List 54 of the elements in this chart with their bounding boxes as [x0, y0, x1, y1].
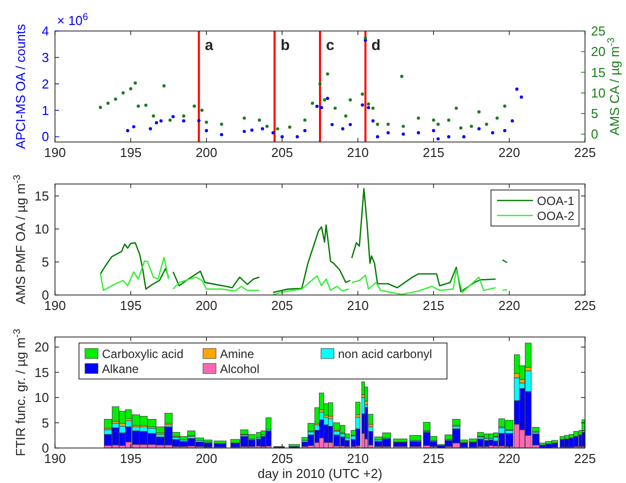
x-tick-label: 195 [120, 298, 142, 313]
legend-label: OOA-1 [537, 194, 575, 208]
y-tick-label: 5 [42, 254, 49, 270]
x-tick-label: 215 [422, 298, 444, 313]
y-tick-label: 10 [34, 221, 49, 236]
x-tick-label: 225 [574, 298, 596, 313]
y-tick-label: 2 [42, 76, 49, 92]
legend-label: OOA-2 [537, 209, 575, 223]
legend-label: Carboxylic acid [102, 347, 184, 361]
x-axis-title: day in 2010 (UTC +2) [258, 466, 382, 481]
x-tick-label: 190 [44, 145, 66, 160]
y2-tick-label: 0 [591, 126, 598, 142]
ref-line-label: a [204, 37, 214, 54]
y-tick-label: 15 [34, 188, 49, 204]
y2-tick-label: 25 [591, 24, 606, 38]
x-tick-label: 220 [498, 451, 520, 466]
x-tick-label: 200 [196, 451, 218, 466]
x-tick-label: 195 [120, 451, 142, 466]
x-tick-label: 215 [422, 451, 444, 466]
x-tick-label: 195 [120, 145, 142, 160]
legend-label: Alcohol [220, 362, 260, 376]
y2-tick-label: 15 [591, 64, 606, 80]
x-tick-label: 205 [271, 145, 293, 160]
y2-tick-label: 5 [591, 106, 598, 122]
x-tick-label: 215 [422, 145, 444, 160]
x-tick-label: 220 [498, 145, 520, 160]
ref-line-label: c [326, 37, 334, 54]
y-tick-label: 4 [42, 24, 49, 38]
legend-label: Amine [220, 347, 254, 361]
y-tick-label: 10 [34, 390, 49, 406]
y2-tick-label: 20 [591, 44, 606, 60]
x-tick-label: 205 [271, 298, 293, 313]
x-tick-label: 225 [574, 451, 596, 466]
y-axis-title: APCI-MS OA / counts [13, 24, 28, 149]
y2-tick-label: 10 [591, 85, 606, 100]
x-tick-label: 220 [498, 298, 520, 313]
x-tick-label: 200 [196, 298, 218, 313]
ref-line-label: d [371, 37, 381, 54]
y-tick-label: 5 [42, 415, 49, 430]
y-tick-label: 0 [42, 129, 49, 144]
legend-label: Alkane [102, 362, 140, 376]
y-tick-label: 15 [34, 364, 49, 380]
y-tick-label: 1 [42, 102, 49, 118]
x-tick-label: 225 [574, 145, 596, 160]
x-tick-label: 210 [347, 298, 369, 313]
x-tick-label: 200 [196, 145, 218, 160]
x-tick-label: 210 [347, 451, 369, 466]
x-tick-label: 205 [271, 451, 293, 466]
legend-label: non acid carbonyl [338, 347, 432, 361]
ref-line-label: b [280, 37, 290, 54]
x-tick-label: 210 [347, 145, 369, 160]
y-tick-label: 3 [42, 50, 49, 65]
text: × 10$^{6}$ [57, 12, 88, 28]
y-tick-label: 20 [34, 340, 49, 355]
